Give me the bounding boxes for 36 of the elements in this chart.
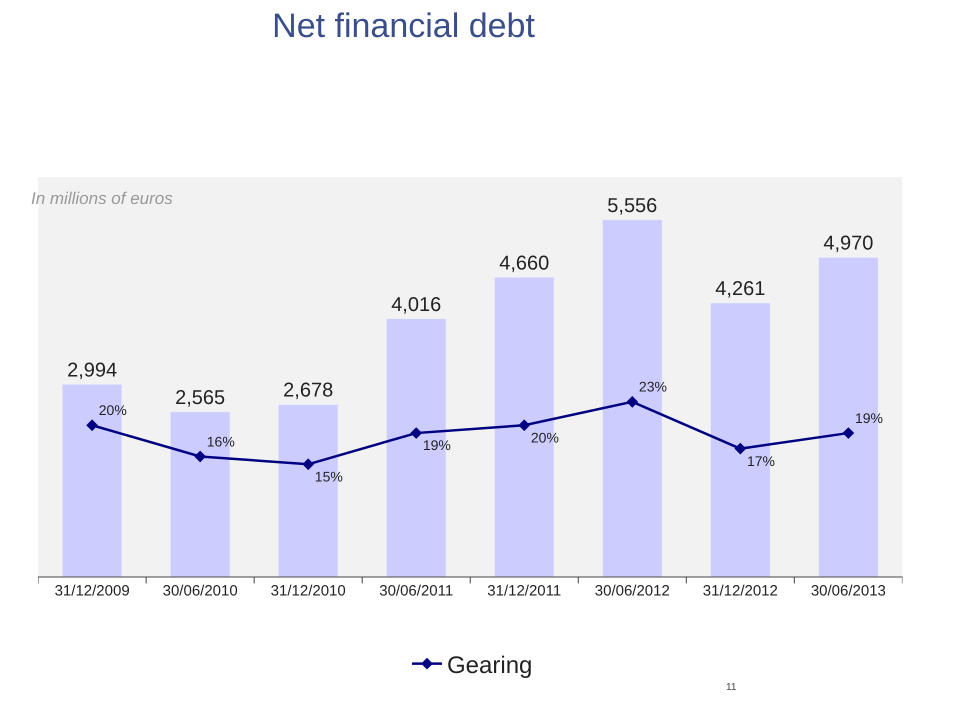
data-label: 2,678 bbox=[283, 380, 334, 402]
x-tick-label: 31/12/2010 bbox=[270, 582, 346, 600]
point bbox=[194, 450, 206, 462]
chart-title: Net financial debt bbox=[272, 7, 536, 46]
data-label: 15% bbox=[314, 468, 343, 484]
point bbox=[86, 419, 98, 432]
x-tick-label: 31/12/2009 bbox=[54, 582, 130, 600]
point bbox=[518, 419, 530, 432]
data-label: 17% bbox=[746, 452, 775, 469]
data-label: 4,660 bbox=[499, 252, 550, 274]
data-label: 16% bbox=[206, 433, 235, 450]
x-tick-label: 30/06/2012 bbox=[594, 582, 670, 600]
x-tick-label: 30/06/2011 bbox=[379, 582, 454, 600]
x-tick-label: 31/12/2011 bbox=[487, 582, 562, 600]
data-label: 20% bbox=[98, 402, 127, 418]
chart-subtitle: In millions of euros bbox=[31, 189, 174, 208]
x-tick-label: 30/06/2013 bbox=[810, 582, 886, 600]
data-label: 2,994 bbox=[67, 359, 118, 382]
x-tick-label: 30/06/2010 bbox=[162, 582, 238, 600]
point bbox=[302, 458, 314, 470]
data-label: 23% bbox=[638, 378, 667, 395]
text: 11 bbox=[726, 682, 737, 693]
data-label: 19% bbox=[422, 437, 451, 454]
data-label: 5,556 bbox=[607, 194, 658, 217]
data-label: 20% bbox=[530, 429, 559, 446]
data-label: 4,261 bbox=[715, 278, 766, 300]
data-label: 2,565 bbox=[175, 386, 226, 409]
data-label: 19% bbox=[854, 410, 884, 426]
point bbox=[734, 442, 746, 455]
x-tick-label: 31/12/2012 bbox=[702, 582, 778, 600]
data-label: 4,016 bbox=[391, 294, 442, 316]
point bbox=[842, 427, 854, 439]
legend-label: Gearing bbox=[447, 652, 532, 679]
point bbox=[626, 396, 638, 408]
data-label: 4,970 bbox=[823, 232, 874, 255]
point bbox=[410, 427, 422, 439]
